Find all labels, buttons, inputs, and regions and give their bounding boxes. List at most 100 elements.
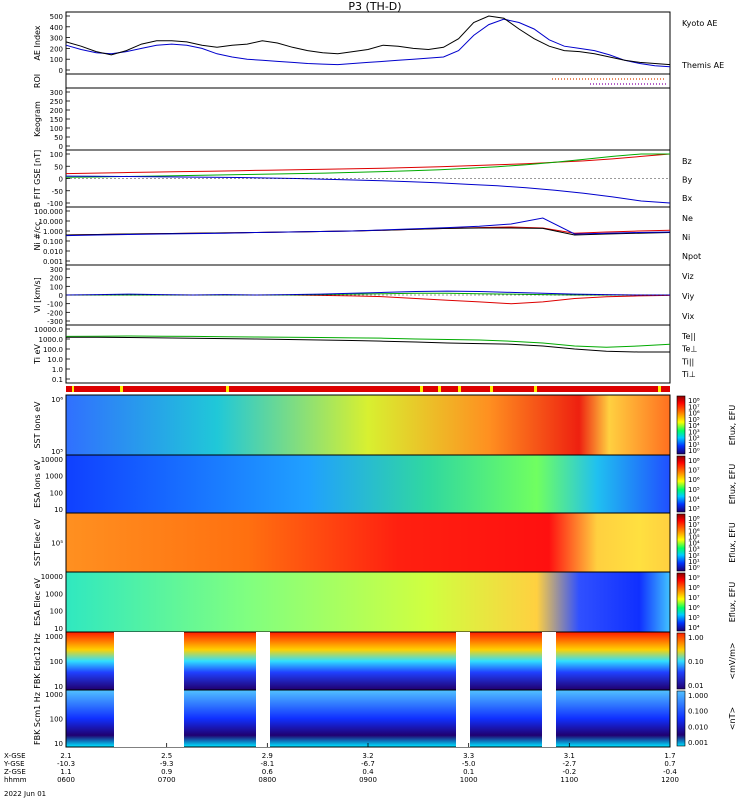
fbk-data-gap <box>114 632 184 747</box>
xaxis-value: 3.3 <box>463 752 474 760</box>
colorbar-sst_elec <box>676 513 686 572</box>
ytick-fbk_e: 1000 <box>45 633 63 641</box>
colorbar-esa_ion <box>676 455 686 513</box>
ytick-keogram: 150 <box>50 116 63 124</box>
colorbar-tick-sst_ion: 10³ <box>688 428 700 436</box>
panel-frame-keogram <box>65 87 671 151</box>
colorbar-tick-esa_elec: 10⁹ <box>688 574 700 582</box>
colorbar-tick-sst_ion: 10⁵ <box>688 416 700 424</box>
ytick-bfield: 0 <box>59 176 63 184</box>
colorbar-tick-sst_ion: 10⁴ <box>688 422 700 430</box>
spectrogram-sst_ion <box>66 395 670 455</box>
xaxis-value: 2.1 <box>60 752 71 760</box>
colorbar-tick-esa_ion: 10⁷ <box>688 467 700 475</box>
xaxis-value: -5.0 <box>462 760 476 768</box>
colorbar-tick-esa_ion: 10³ <box>688 505 700 513</box>
ytick-velocity: -200 <box>47 309 63 317</box>
ytick-esa_elec: 100 <box>50 608 63 616</box>
xaxis-value: 1000 <box>460 776 478 784</box>
colorbar-tick-fbk_b: 1.000 <box>688 692 708 700</box>
ytick-esa_elec: 10000 <box>41 573 63 581</box>
colorbar-sst_ion <box>676 395 686 455</box>
colorbar-label-sst_elec: Eflux, EFU <box>728 522 737 563</box>
xaxis-value: 1200 <box>661 776 679 784</box>
ylabel-density: Ni #/cc <box>33 222 42 251</box>
series-ae-Kyoto AE <box>65 18 671 68</box>
xaxis-value: 0800 <box>258 776 276 784</box>
colorbar-fbk_b <box>676 690 686 747</box>
ytick-fbk_e: 10 <box>54 683 63 691</box>
ytick-fbk_e: 100 <box>50 658 63 666</box>
colorbar-tick-esa_ion: 10⁸ <box>688 457 700 465</box>
ylabel-sst_ion: SST Ions eV <box>33 401 42 449</box>
xaxis-value: 1100 <box>560 776 578 784</box>
colorbar-tick-sst_ion: 10² <box>688 435 700 443</box>
ytick-ae: 200 <box>50 45 63 53</box>
xaxis-row-label: Y-GSE <box>3 760 25 768</box>
ytick-temperature: 10000.0 <box>34 326 63 334</box>
ylabel-fbk_b: FBK Scm1 Hz <box>33 692 42 745</box>
panel-frame-density <box>65 206 671 266</box>
colorbar-label-fbk_e: <mV/m> <box>728 642 737 679</box>
ytick-esa_ion: 10000 <box>41 456 63 464</box>
colorbar-tick-sst_elec: 10⁴ <box>688 540 700 548</box>
xaxis-value: 0900 <box>359 776 377 784</box>
legend-velocity: Viy <box>682 292 695 301</box>
ytick-temperature: 0.1 <box>52 376 63 384</box>
colorbar-tick-fbk_e: 1.00 <box>688 634 704 642</box>
fbk-data-gap <box>542 632 556 747</box>
ytick-bfield: -50 <box>52 188 63 196</box>
legend-temperature: Te|| <box>681 332 696 341</box>
colorbar-tick-sst_elec: 10¹ <box>688 558 700 566</box>
mode-bar-segment <box>458 386 461 392</box>
colorbar-tick-fbk_e: 0.10 <box>688 658 704 666</box>
ytick-esa_ion: 1000 <box>45 473 63 481</box>
series-density-Npot <box>65 217 671 237</box>
ytick-density: 100.000 <box>34 208 63 216</box>
xaxis-value: -9.3 <box>160 760 174 768</box>
colorbar-tick-sst_elec: 10⁰ <box>688 564 700 572</box>
ytick-velocity: 200 <box>50 275 63 283</box>
colorbar-tick-esa_ion: 10⁴ <box>688 495 700 503</box>
colorbar-tick-esa_elec: 10⁸ <box>688 584 700 592</box>
ytick-temperature: 1.0 <box>52 366 63 374</box>
ytick-keogram: 250 <box>50 98 63 106</box>
panel-frame-temperature <box>65 324 671 384</box>
mode-bar-segment <box>120 386 123 392</box>
colorbar-tick-esa_ion: 10⁶ <box>688 476 700 484</box>
xaxis-value: 0.4 <box>362 768 374 776</box>
ytick-bfield: 100 <box>50 151 63 159</box>
ytick-keogram: 200 <box>50 107 63 115</box>
colorbar-tick-sst_ion: 10⁸ <box>688 397 700 405</box>
ytick-fbk_b: 1000 <box>45 691 63 699</box>
xaxis-row-label: X-GSE <box>4 752 26 760</box>
colorbar-esa_elec <box>676 572 686 632</box>
xaxis-value: 1.7 <box>664 752 675 760</box>
mode-bar-segment <box>420 386 423 392</box>
colorbar-label-fbk_b: <nT> <box>728 707 737 730</box>
ylabel-fbk_e: FBK Edc12 Hz <box>33 633 42 688</box>
ylabel-velocity: Vi [km/s] <box>33 277 42 313</box>
mode-bar-segment <box>438 386 441 392</box>
colorbar-tick-sst_ion: 10⁷ <box>688 403 700 411</box>
colorbar-tick-sst_ion: 10⁶ <box>688 410 700 418</box>
ytick-esa_elec: 10 <box>54 625 63 633</box>
ytick-temperature: 100.0 <box>43 346 63 354</box>
ytick-velocity: 100 <box>50 283 63 291</box>
legend-velocity: Viz <box>682 272 694 281</box>
colorbar-tick-sst_elec: 10⁸ <box>688 515 700 523</box>
ytick-esa_elec: 1000 <box>45 590 63 598</box>
ylabel-bfield: B FIT GSE [nT] <box>33 150 42 208</box>
xaxis-value: -0.4 <box>663 768 677 776</box>
colorbar-tick-esa_ion: 10⁵ <box>688 486 700 494</box>
ytick-keogram: 300 <box>50 89 63 97</box>
ytick-density: 1.000 <box>43 228 63 236</box>
colorbar-tick-fbk_b: 0.001 <box>688 739 708 747</box>
series-temperature-Ti|| <box>65 335 671 348</box>
ylabel-keogram: Keogram <box>33 101 42 137</box>
colorbar-tick-esa_elec: 10⁴ <box>688 624 700 632</box>
ytick-keogram: 0 <box>59 143 63 151</box>
mode-bar <box>66 386 670 392</box>
